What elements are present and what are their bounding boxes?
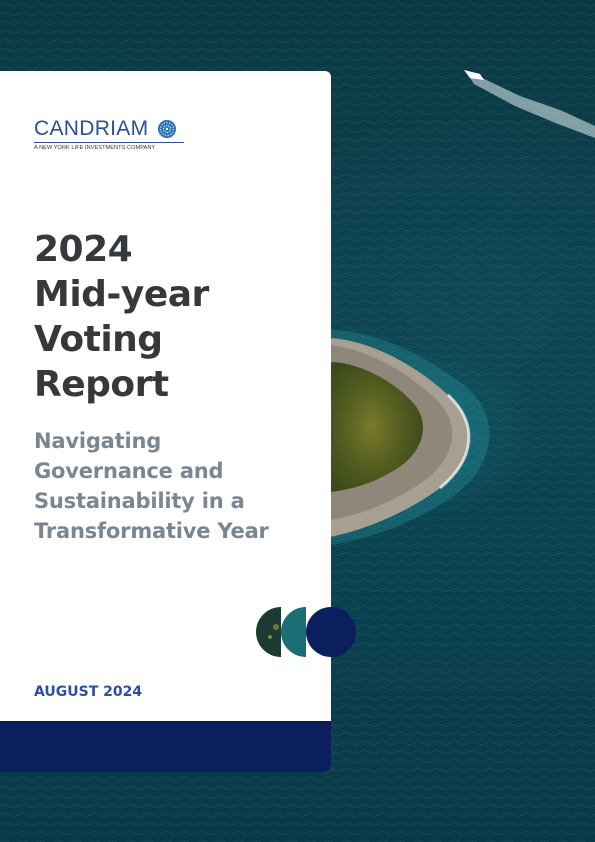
decorative-circles-icon — [256, 607, 356, 657]
logo-divider — [34, 142, 184, 143]
report-title: 2024 Mid-year Voting Report — [34, 227, 324, 407]
navy-footer-band — [0, 721, 331, 772]
report-title-line: Voting — [34, 319, 163, 360]
report-title-line: Report — [34, 364, 169, 405]
logo-tagline: A NEW YORK LIFE INVESTMENTS COMPANY — [34, 145, 156, 151]
report-title-line: Mid-year — [34, 274, 209, 315]
half-circle-forest — [256, 607, 281, 657]
report-subtitle-line: Governance and — [34, 459, 224, 483]
candriam-sphere-icon — [157, 119, 176, 138]
report-subtitle-line: Navigating — [34, 429, 162, 453]
half-circle-sea — [281, 607, 306, 657]
report-date: AUGUST 2024 — [34, 684, 143, 700]
report-subtitle-line: Transformative Year — [34, 519, 269, 543]
candriam-logo: CANDRIAM A NEW YORK LIFE INVESTMENTS COM… — [34, 118, 184, 151]
report-title-line: 2024 — [34, 229, 133, 270]
cover-card: CANDRIAM A NEW YORK LIFE INVESTMENTS COM… — [0, 71, 331, 772]
report-subtitle-line: Sustainability in a — [34, 489, 245, 513]
full-circle-navy — [306, 607, 356, 657]
report-subtitle: Navigating Governance and Sustainability… — [34, 426, 324, 546]
logo-wordmark: CANDRIAM — [34, 117, 149, 140]
